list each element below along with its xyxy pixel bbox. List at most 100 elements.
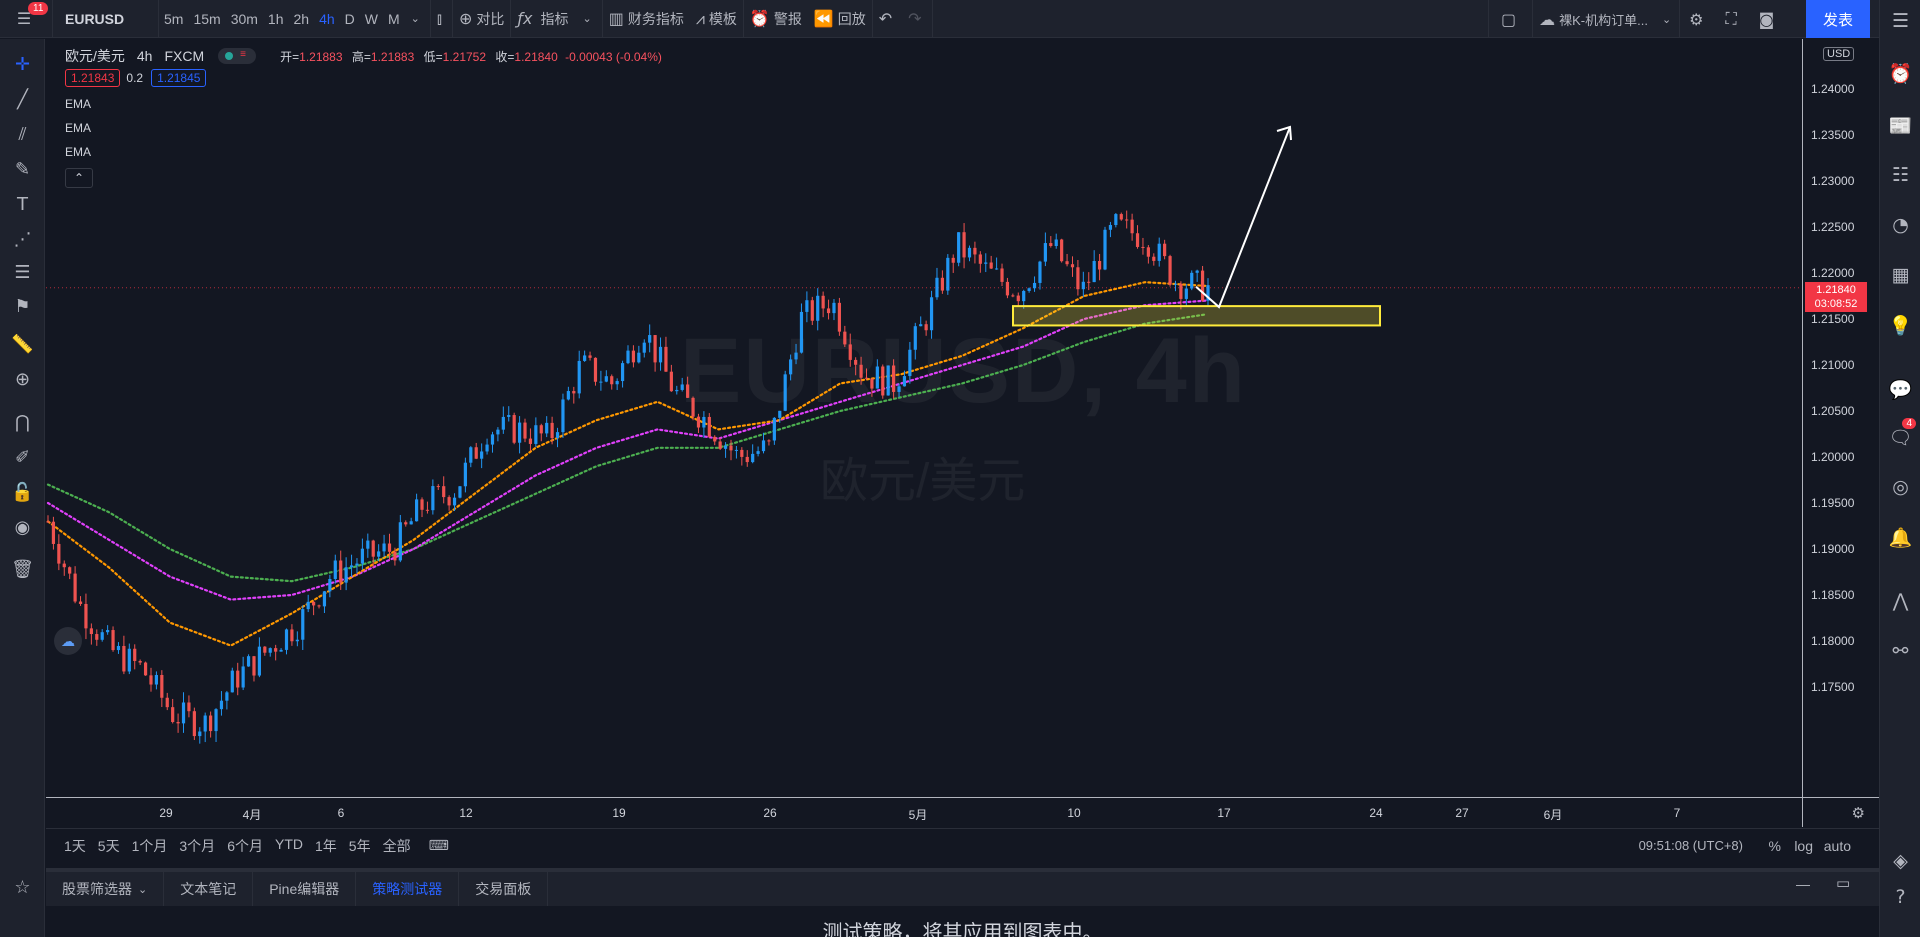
- ideas-icon[interactable]: 💡: [1888, 314, 1913, 337]
- bottom-tab[interactable]: 交易面板: [459, 872, 549, 906]
- time-axis[interactable]: 29 4月 6 12 19 26 5月 10 17 24 27 6月 7 ⚙: [46, 797, 1879, 827]
- percent-toggle[interactable]: %: [1768, 837, 1781, 854]
- chat-icon[interactable]: 💬: [1888, 378, 1913, 401]
- eye-icon[interactable]: ◉: [14, 516, 31, 538]
- axis-settings-icon[interactable]: ⚙: [1851, 805, 1865, 822]
- interval-5m[interactable]: 5m: [164, 10, 184, 27]
- magnet-icon[interactable]: ⋂: [15, 411, 30, 433]
- hotlist-icon[interactable]: ◎: [1892, 476, 1909, 498]
- messages-icon[interactable]: 🗨: [1888, 426, 1913, 449]
- icons-icon[interactable]: ⚑: [14, 295, 31, 317]
- range-button[interactable]: 1天: [64, 837, 86, 854]
- calendar-icon[interactable]: ▦: [1891, 264, 1910, 286]
- trend-line-icon[interactable]: ╱: [17, 88, 28, 110]
- layout-name-dropdown[interactable]: ☁ 裸K-机构订单... ⌄: [1533, 0, 1679, 38]
- range-button[interactable]: 5年: [348, 837, 371, 854]
- chart-type-button[interactable]: ⫾: [431, 0, 452, 38]
- templates-button[interactable]: ⩘ 模板: [690, 0, 743, 38]
- log-toggle[interactable]: log: [1794, 837, 1813, 854]
- main-menu-button[interactable]: ☰ 11: [0, 0, 52, 38]
- buy-price-button[interactable]: 1.21845: [151, 69, 207, 87]
- indicators-button[interactable]: ƒx 指标 ⌄: [511, 0, 601, 38]
- price-axis[interactable]: 1.24000 1.23500 1.23000 1.22500 1.22000 1.215…: [1802, 39, 1879, 827]
- fib-icon[interactable]: ⫽: [18, 123, 27, 145]
- ema-legend-item[interactable]: EMA: [65, 145, 92, 159]
- interval-15m[interactable]: 15m: [193, 10, 221, 27]
- redo-button[interactable]: ↷: [902, 0, 931, 38]
- watchlist-icon[interactable]: ☰: [1891, 10, 1910, 32]
- lock-icon[interactable]: 🔓: [11, 481, 34, 503]
- calendar-list-icon[interactable]: ☷: [1891, 164, 1910, 186]
- trash-icon[interactable]: 🗑: [11, 558, 34, 580]
- bottom-tab[interactable]: Pine编辑器: [253, 872, 357, 906]
- tradingview-logo-icon[interactable]: ☁: [54, 627, 82, 655]
- layout-button[interactable]: ▢: [1489, 0, 1532, 38]
- forecast-icon[interactable]: ☰: [14, 261, 31, 283]
- collapse-legend-button[interactable]: ⌃: [65, 168, 93, 188]
- range-button[interactable]: 全部: [382, 837, 411, 854]
- ruler-icon[interactable]: 📏: [11, 333, 34, 355]
- candle-body: [615, 381, 619, 385]
- star-icon[interactable]: ☆: [14, 876, 31, 898]
- bottom-tab[interactable]: 文本笔记: [164, 872, 254, 906]
- clock[interactable]: 09:51:08 (UTC+8): [1638, 838, 1743, 853]
- candle-body: [1119, 214, 1123, 220]
- candle-body: [593, 357, 598, 382]
- stocks-icon[interactable]: ⋀: [1892, 590, 1909, 612]
- maximize-panel-icon[interactable]: ▭: [1836, 875, 1851, 892]
- alarm-clock-icon[interactable]: ⏰: [1888, 62, 1913, 85]
- currency-label[interactable]: USD: [1823, 47, 1855, 61]
- interval-30m[interactable]: 30m: [230, 10, 258, 27]
- interval-4h[interactable]: 4h: [319, 10, 335, 27]
- interval-d[interactable]: D: [344, 10, 355, 27]
- text-icon[interactable]: T: [17, 193, 28, 215]
- pattern-icon[interactable]: ⋰: [13, 228, 32, 250]
- range-button[interactable]: 5天: [97, 837, 120, 854]
- interval-w[interactable]: W: [364, 10, 378, 27]
- market-status-toggle[interactable]: ≡: [218, 48, 257, 64]
- auto-toggle[interactable]: auto: [1823, 837, 1851, 854]
- financials-button[interactable]: ▥ 财务指标: [603, 0, 690, 38]
- news-icon[interactable]: 📰: [1888, 114, 1913, 137]
- range-button[interactable]: 6个月: [227, 837, 263, 854]
- publish-button[interactable]: 发表: [1806, 0, 1870, 38]
- candle-body: [214, 709, 218, 732]
- snapshot-button[interactable]: ◙: [1750, 0, 1788, 38]
- range-button[interactable]: 3个月: [179, 837, 216, 854]
- interval-2h[interactable]: 2h: [293, 10, 310, 27]
- ema-legend-item[interactable]: EMA: [65, 121, 92, 135]
- symbol-search[interactable]: EURUSD: [65, 10, 125, 27]
- price-chart[interactable]: [46, 39, 1802, 797]
- ema-legend-item[interactable]: EMA: [65, 97, 92, 111]
- range-button[interactable]: YTD: [274, 835, 303, 852]
- notification-bell-icon[interactable]: 🔔: [1888, 526, 1913, 549]
- minimize-panel-icon[interactable]: —: [1796, 876, 1810, 892]
- help-icon[interactable]: ?: [1895, 886, 1906, 908]
- candle-body: [859, 364, 863, 378]
- lock-drawing-icon[interactable]: ✐: [14, 446, 31, 468]
- bottom-tab[interactable]: 股票筛选器 ⌄: [46, 872, 165, 906]
- brush-icon[interactable]: ✎: [14, 158, 31, 180]
- undo-button[interactable]: ↶: [873, 0, 902, 38]
- interval-m[interactable]: M: [388, 10, 400, 27]
- bottom-tab[interactable]: 策略测试器: [356, 872, 460, 906]
- chart-pane[interactable]: EURUSD, 4h 欧元/美元 ☁: [46, 39, 1879, 827]
- interval-1h[interactable]: 1h: [267, 10, 284, 27]
- compare-button[interactable]: ⊕ 对比: [453, 0, 510, 38]
- fullscreen-button[interactable]: ⛶: [1716, 0, 1749, 38]
- zoom-icon[interactable]: ⊕: [14, 368, 31, 390]
- range-button[interactable]: 1年: [314, 837, 337, 854]
- price-label: 1.21000: [1811, 358, 1855, 372]
- data-window-icon[interactable]: ◔: [1892, 214, 1909, 236]
- range-button[interactable]: 1个月: [131, 837, 168, 854]
- settings-button[interactable]: ⚙: [1680, 0, 1716, 38]
- sell-price-button[interactable]: 1.21843: [65, 69, 121, 87]
- replay-button[interactable]: ⏪ 回放: [808, 0, 872, 38]
- pattern-tool-icon[interactable]: ⚯: [1892, 640, 1909, 662]
- candle-body: [485, 444, 489, 452]
- layers-icon[interactable]: ◈: [1893, 850, 1908, 872]
- interval-dropdown[interactable]: ⌄: [405, 0, 430, 38]
- crosshair-icon[interactable]: ✛: [14, 53, 31, 75]
- goto-date-icon[interactable]: ⌨: [428, 837, 449, 853]
- alert-button[interactable]: ⏰ 警报: [744, 0, 808, 38]
